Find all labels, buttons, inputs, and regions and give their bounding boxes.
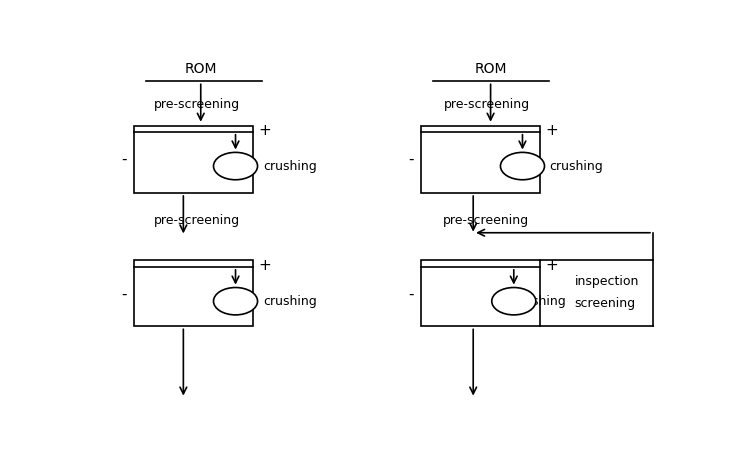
Text: pre-screening: pre-screening bbox=[154, 213, 241, 227]
Text: -: - bbox=[122, 286, 127, 301]
Text: +: + bbox=[259, 123, 272, 138]
Text: ROM: ROM bbox=[474, 62, 507, 76]
Circle shape bbox=[213, 153, 257, 180]
Text: inspection: inspection bbox=[574, 275, 639, 288]
Text: +: + bbox=[259, 258, 272, 273]
Text: +: + bbox=[546, 258, 559, 273]
Text: pre-screening: pre-screening bbox=[444, 98, 530, 111]
Text: -: - bbox=[122, 151, 127, 166]
Text: pre-screening: pre-screening bbox=[443, 213, 529, 227]
Bar bbox=[134, 260, 253, 327]
Text: -: - bbox=[408, 286, 414, 301]
Circle shape bbox=[213, 287, 257, 315]
Text: screening: screening bbox=[574, 297, 636, 309]
Bar bbox=[421, 126, 540, 193]
Text: crushing: crushing bbox=[263, 295, 316, 307]
Text: crushing: crushing bbox=[550, 160, 604, 173]
Circle shape bbox=[500, 153, 545, 180]
Bar bbox=[421, 260, 540, 327]
Text: crushing: crushing bbox=[512, 295, 565, 307]
Text: crushing: crushing bbox=[263, 160, 316, 173]
Text: -: - bbox=[408, 151, 414, 166]
Bar bbox=[134, 126, 253, 193]
Text: ROM: ROM bbox=[185, 62, 217, 76]
Circle shape bbox=[491, 287, 536, 315]
Text: pre-screening: pre-screening bbox=[154, 98, 241, 111]
Text: +: + bbox=[546, 123, 559, 138]
